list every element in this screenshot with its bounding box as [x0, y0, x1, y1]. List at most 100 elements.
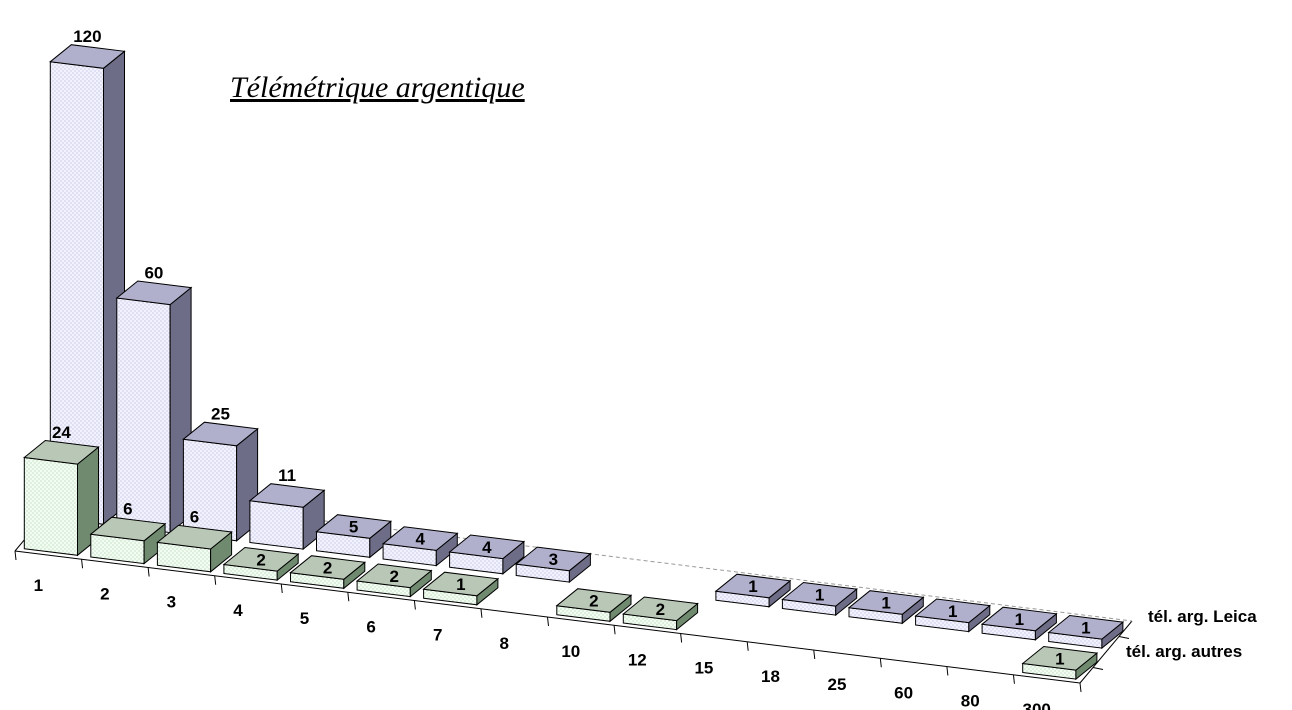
x-tick-mark — [413, 600, 416, 610]
data-label: 1 — [881, 594, 890, 613]
bar-autres-6: 2 — [355, 563, 433, 598]
bar-top — [182, 421, 259, 447]
bar-autres-2: 6 — [89, 500, 167, 565]
bar-top — [89, 516, 167, 542]
data-label: 1 — [1055, 649, 1064, 668]
x-tick-labels: 1 2 3 4 5 6 7 8 10 12 15 18 25 60 80 300 — [34, 576, 1051, 710]
x-tick-label: 18 — [761, 667, 780, 686]
data-label: 6 — [123, 500, 132, 519]
data-label: 5 — [349, 518, 358, 537]
bar-leica-60: 1 — [914, 598, 992, 633]
x-tick-label: 2 — [100, 584, 109, 603]
bar-top — [156, 524, 233, 550]
bar-top — [448, 534, 526, 560]
bar-top — [622, 596, 699, 622]
x-tick-mark — [746, 641, 749, 651]
bar-autres-7: 1 — [422, 571, 500, 606]
x-tick-mark — [14, 550, 17, 561]
data-label: 3 — [549, 550, 558, 569]
series-label-autres: tél. arg. autres — [1126, 642, 1242, 661]
data-label: 120 — [73, 27, 101, 46]
x-tick-label: 5 — [300, 609, 309, 628]
chart-title: Télémétrique argentique — [230, 71, 525, 104]
bar-leica-300: 1 — [1047, 614, 1125, 650]
x-tick-mark — [547, 616, 549, 627]
bar-leica-2: 60 — [115, 263, 193, 534]
x-tick-mark — [879, 658, 882, 668]
bar-top — [23, 439, 100, 465]
x-tick-mark — [613, 625, 616, 635]
data-label: 11 — [278, 466, 296, 485]
x-tick-label: 3 — [167, 593, 176, 612]
data-label: 25 — [211, 405, 230, 424]
data-label: 1 — [815, 585, 824, 604]
bar-leica-18: 1 — [781, 581, 858, 617]
x-tick-mark — [1012, 674, 1015, 684]
bar-top — [1021, 645, 1099, 671]
data-label: 6 — [190, 508, 199, 527]
bar-top — [422, 571, 500, 597]
x-tick-mark — [946, 666, 949, 676]
x-tick-label: 1 — [34, 576, 43, 595]
bar-top — [222, 546, 300, 572]
bar-top — [355, 563, 433, 589]
bar-top — [514, 546, 592, 572]
bar-front — [23, 456, 78, 556]
bar-leica-3: 25 — [182, 405, 259, 542]
x-tick-mark — [680, 633, 683, 643]
bar-top — [315, 514, 393, 539]
data-label: 2 — [589, 592, 598, 611]
bar-autres-12: 2 — [622, 596, 699, 631]
bar-leica-6: 4 — [381, 526, 459, 567]
bar-leica-7: 4 — [448, 534, 526, 575]
x-tick-label: 12 — [628, 650, 647, 669]
x-tick-label: 25 — [828, 675, 847, 694]
x-tick-label: 10 — [561, 642, 580, 661]
data-label: 1 — [748, 577, 757, 596]
bar-autres-10: 2 — [555, 588, 633, 623]
x-tick-mark — [147, 567, 150, 577]
x-tick-mark — [280, 583, 283, 594]
x-tick-label: 60 — [894, 683, 913, 702]
bar-top — [381, 526, 459, 551]
bar-leica-8: 3 — [514, 546, 592, 584]
x-tick-mark — [1079, 682, 1082, 693]
bar-autres-3: 6 — [156, 508, 233, 573]
data-label: 4 — [415, 530, 425, 549]
x-tick-mark — [214, 575, 217, 585]
bar-leica-5: 5 — [315, 514, 393, 559]
bar-top — [914, 598, 992, 624]
bar-autres-5: 2 — [289, 555, 367, 590]
series-tick-mark — [1092, 667, 1104, 670]
data-label: 24 — [52, 423, 71, 442]
bar-top — [248, 483, 326, 508]
data-label: 2 — [323, 559, 332, 578]
bar-top — [847, 590, 925, 615]
x-tick-label: 7 — [433, 626, 442, 645]
bar-top — [49, 44, 126, 69]
data-label: 2 — [389, 567, 398, 586]
x-tick-label: 15 — [694, 659, 713, 678]
bar-top — [289, 555, 367, 580]
data-label: 2 — [656, 600, 665, 619]
bar-top — [1047, 614, 1125, 640]
bar-top — [115, 280, 193, 306]
bar-top — [781, 581, 858, 607]
x-tick-mark — [813, 649, 816, 660]
bar-leica-4: 11 — [248, 466, 326, 551]
x-tick-label: 300 — [1023, 700, 1051, 710]
data-label: 1 — [1081, 618, 1090, 637]
bar-top — [555, 588, 633, 613]
x-tick-label: 8 — [499, 634, 508, 653]
data-label: 2 — [256, 550, 265, 569]
data-label: 1 — [948, 602, 957, 621]
bar-front — [116, 297, 171, 534]
series-tick-mark — [1118, 636, 1130, 639]
bar-autres-300: 1 — [1021, 645, 1099, 681]
x-tick-label: 6 — [366, 617, 375, 636]
series-label-leica: tél. arg. Leica — [1148, 607, 1257, 626]
bar-autres-4: 2 — [222, 546, 300, 582]
x-tick-mark — [347, 592, 350, 602]
